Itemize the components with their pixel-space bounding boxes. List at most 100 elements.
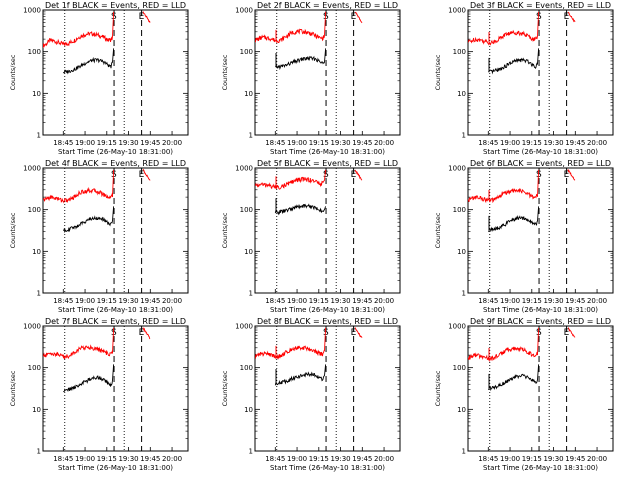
y-tick-label: 10 [244, 406, 253, 414]
x-tick-label: 19:15 [309, 297, 329, 305]
x-tick-label: 19:45 [565, 455, 585, 463]
x-tick-label: 19:00 [500, 455, 520, 463]
x-tick-label: 19:30 [543, 455, 563, 463]
panel-title: Det 3f BLACK = Events, RED = LLD [470, 1, 611, 10]
x-tick-label: 20:00 [162, 455, 182, 463]
plot-frame [254, 325, 401, 452]
panel-title: Det 7f BLACK = Events, RED = LLD [45, 317, 186, 326]
x-axis-label: Start Time (26-May-10 18:31:00) [58, 306, 173, 314]
s-marker: S [536, 328, 542, 338]
s-marker: S [111, 328, 117, 338]
x-tick-label: 18:45 [265, 455, 285, 463]
x-tick-label: 18:45 [478, 297, 498, 305]
panel-det-5: Det 5f BLACK = Events, RED = LLD 1 10 100 10… [221, 159, 401, 314]
x-tick-label: 18:45 [265, 139, 285, 147]
series-lld-line [43, 11, 115, 48]
x-tick-label: 19:00 [287, 139, 307, 147]
plot-frame [467, 325, 614, 452]
plot-frame [42, 325, 189, 452]
lld-decay-line [354, 169, 363, 181]
series-lld-line [468, 327, 540, 363]
series-events-line [488, 206, 540, 233]
y-axis-label: Counts/sec [9, 370, 17, 406]
x-tick-label: 19:45 [140, 139, 160, 147]
y-tick-label: 1 [37, 132, 41, 140]
x-tick-label: 19:45 [140, 297, 160, 305]
x-tick-label: 19:45 [352, 297, 372, 305]
y-tick-label: 1 [249, 290, 253, 298]
x-tick-label: 19:45 [352, 139, 372, 147]
panel-det-3: Det 3f BLACK = Events, RED = LLD 1 10 100 10… [434, 1, 614, 156]
x-axis-label: Start Time (26-May-10 18:31:00) [58, 464, 173, 472]
y-tick-label: 1000 [235, 7, 253, 15]
x-tick-label: 18:45 [53, 455, 73, 463]
x-tick-label: 20:00 [162, 297, 182, 305]
x-tick-label: 20:00 [587, 297, 607, 305]
y-tick-label: 1000 [23, 165, 41, 173]
y-tick-label: 1000 [23, 7, 41, 15]
x-tick-label: 19:15 [522, 139, 542, 147]
s-marker: S [536, 12, 542, 22]
x-tick-label: 19:30 [543, 139, 563, 147]
y-tick-label: 1000 [235, 165, 253, 173]
panel-title: Det 5f BLACK = Events, RED = LLD [257, 159, 398, 168]
e-marker: E [564, 328, 570, 338]
y-tick-label: 1000 [448, 323, 466, 331]
panel-title: Det 2f BLACK = Events, RED = LLD [257, 1, 398, 10]
series-lld-line [468, 169, 540, 204]
y-tick-label: 1000 [23, 323, 41, 331]
y-tick-label: 100 [28, 364, 41, 372]
x-axis-label: Start Time (26-May-10 18:31:00) [483, 306, 598, 314]
panel-title: Det 4f BLACK = Events, RED = LLD [45, 159, 186, 168]
e-marker: E [564, 170, 570, 180]
x-axis-label: Start Time (26-May-10 18:31:00) [270, 148, 385, 156]
y-axis-label: Counts/sec [221, 212, 229, 248]
plot-frame [467, 9, 614, 136]
y-axis-label: Counts/sec [9, 212, 17, 248]
x-tick-label: 19:30 [118, 455, 138, 463]
s-marker: S [323, 328, 329, 338]
y-tick-label: 10 [244, 90, 253, 98]
x-tick-label: 18:45 [478, 455, 498, 463]
x-tick-label: 19:15 [97, 139, 117, 147]
x-tick-label: 19:30 [118, 139, 138, 147]
y-tick-label: 100 [453, 206, 466, 214]
x-tick-label: 19:30 [543, 297, 563, 305]
x-axis-label: Start Time (26-May-10 18:31:00) [270, 464, 385, 472]
y-axis-label: Counts/sec [434, 54, 442, 90]
panel-det-9: Det 9f BLACK = Events, RED = LLD 1 10 100 10… [434, 317, 614, 472]
plot-frame [254, 9, 401, 136]
panel-det-7: Det 7f BLACK = Events, RED = LLD 1 10 100 10… [9, 317, 189, 472]
series-events-line [62, 48, 115, 75]
x-tick-label: 19:30 [330, 139, 350, 147]
x-tick-label: 18:45 [265, 297, 285, 305]
e-marker: E [139, 12, 145, 22]
s-marker: S [323, 170, 329, 180]
lld-decay-line [142, 168, 151, 181]
x-tick-label: 19:00 [287, 455, 307, 463]
series-events-line [275, 48, 327, 71]
series-events-line [274, 364, 327, 386]
plot-frame [42, 9, 189, 136]
y-tick-label: 1000 [448, 165, 466, 173]
y-axis-label: Counts/sec [434, 212, 442, 248]
x-tick-label: 19:15 [97, 455, 117, 463]
series-lld-line [43, 169, 115, 204]
panel-title: Det 6f BLACK = Events, RED = LLD [470, 159, 611, 168]
y-tick-label: 1000 [235, 323, 253, 331]
e-marker: E [139, 328, 145, 338]
series-lld-line [43, 327, 115, 360]
y-axis-label: Counts/sec [221, 54, 229, 90]
y-tick-label: 1 [37, 448, 41, 456]
y-tick-label: 10 [32, 90, 41, 98]
x-axis-label: Start Time (26-May-10 18:31:00) [483, 148, 598, 156]
y-tick-label: 1 [462, 448, 466, 456]
x-tick-label: 19:15 [309, 139, 329, 147]
y-tick-label: 10 [32, 248, 41, 256]
y-axis-label: Counts/sec [9, 54, 17, 90]
x-tick-label: 19:00 [500, 297, 520, 305]
panel-title: Det 9f BLACK = Events, RED = LLD [470, 317, 611, 326]
e-marker: E [351, 170, 357, 180]
x-axis-label: Start Time (26-May-10 18:31:00) [270, 306, 385, 314]
s-marker: S [111, 170, 117, 180]
